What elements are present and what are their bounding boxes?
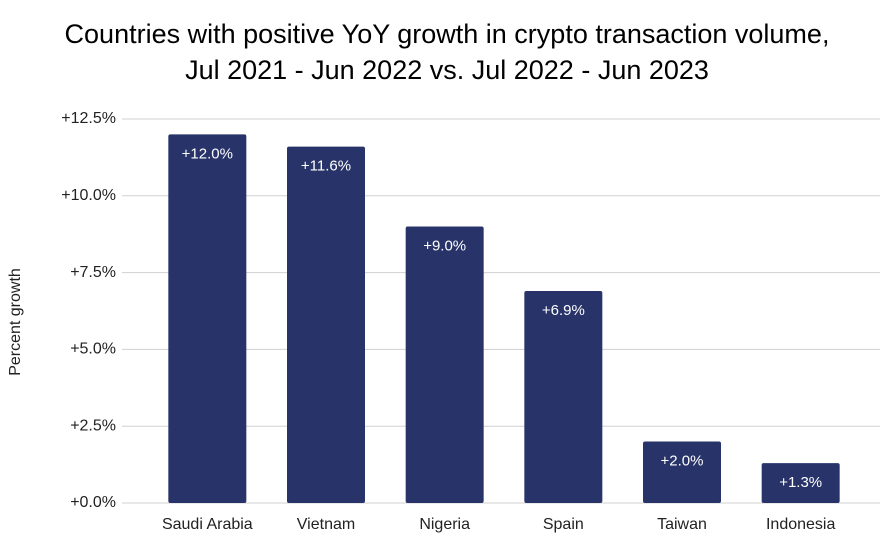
value-label: +2.0% bbox=[661, 453, 704, 470]
bar bbox=[761, 463, 840, 503]
x-tick-label: Indonesia bbox=[766, 516, 835, 533]
x-tick-label: Saudi Arabia bbox=[162, 516, 253, 533]
chart-title: Jul 2021 - Jun 2022 vs. Jul 2022 - Jun 2… bbox=[185, 55, 709, 85]
bar bbox=[405, 226, 484, 503]
bar bbox=[643, 441, 721, 503]
value-label: +11.6% bbox=[301, 158, 351, 175]
value-label: +12.0% bbox=[182, 145, 233, 162]
value-label: +1.3% bbox=[779, 474, 822, 491]
x-tick-label: Nigeria bbox=[419, 516, 470, 533]
y-tick-label: +5.0% bbox=[70, 341, 116, 358]
y-tick-label: +0.0% bbox=[70, 494, 116, 511]
y-tick-label: +2.5% bbox=[70, 417, 116, 434]
bar bbox=[287, 146, 365, 503]
bar bbox=[168, 134, 247, 504]
chart-title: Countries with positive YoY growth in cr… bbox=[65, 19, 830, 49]
x-tick-label: Vietnam bbox=[297, 516, 355, 533]
x-tick-label: Taiwan bbox=[657, 516, 707, 533]
y-tick-label: +10.0% bbox=[61, 187, 116, 204]
bar bbox=[524, 291, 603, 503]
y-tick-label: +7.5% bbox=[70, 264, 116, 281]
y-tick-label: +12.5% bbox=[61, 110, 116, 127]
x-tick-label: Spain bbox=[543, 516, 584, 533]
y-axis-label: Percent growth bbox=[7, 268, 24, 376]
value-label: +9.0% bbox=[423, 237, 466, 254]
value-label: +6.9% bbox=[542, 302, 585, 319]
